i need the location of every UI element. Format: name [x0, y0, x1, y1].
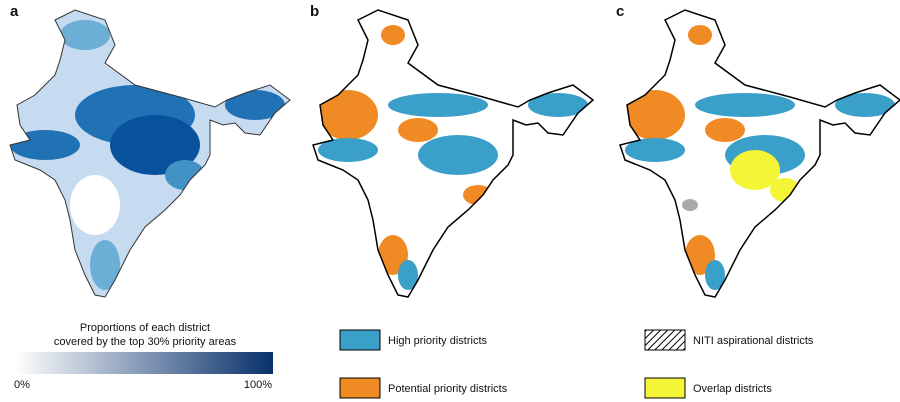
legend-label: NITI aspirational districts: [693, 335, 814, 347]
legend-label: Overlap districts: [693, 383, 772, 395]
legend-swatch: [644, 377, 686, 399]
map-c: [619, 9, 900, 298]
legend-label: High priority districts: [388, 335, 488, 347]
legend-title: covered by the top 30% priority areas: [54, 336, 237, 348]
map-a: [9, 9, 291, 298]
legend-title: Proportions of each district: [80, 322, 210, 334]
panel-label: b: [310, 3, 319, 20]
legend-swatch: [339, 329, 381, 351]
legend-label: Potential priority districts: [388, 383, 508, 395]
scale-min: 0%: [14, 379, 30, 391]
color-scale: [15, 352, 273, 374]
panel-label: a: [10, 3, 19, 20]
scale-max: 100%: [244, 379, 272, 391]
panel-label: c: [616, 3, 624, 20]
legend-swatch: [644, 329, 686, 351]
legend-swatch: [339, 377, 381, 399]
map-b: [312, 9, 594, 298]
